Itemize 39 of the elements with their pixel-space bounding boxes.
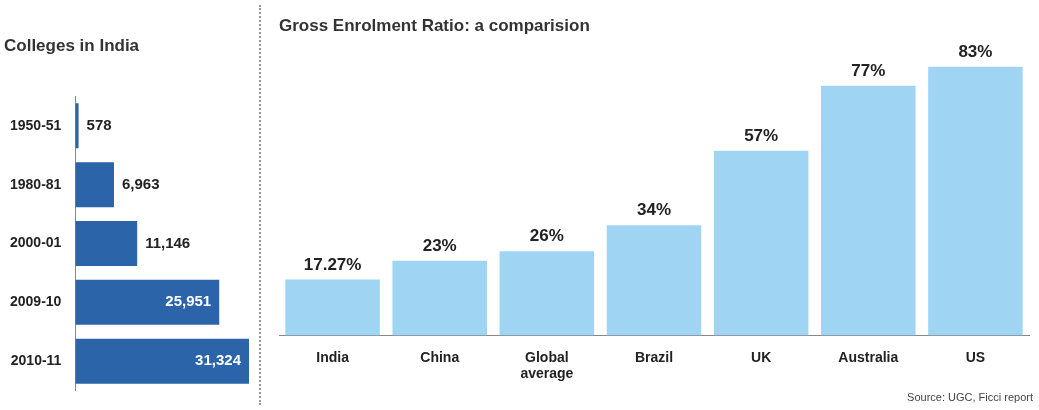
x-tick-label: Australia — [838, 348, 899, 365]
data-label: 11,146 — [145, 233, 191, 251]
data-label: 57% — [744, 125, 779, 145]
data-label: 77% — [851, 61, 886, 81]
x-tick-label: India — [316, 348, 350, 365]
x-tick-label: UK — [751, 348, 772, 365]
bar — [821, 85, 916, 336]
data-label: 31,324 — [195, 351, 242, 369]
bar — [285, 279, 380, 336]
bar — [75, 279, 220, 325]
bar — [928, 66, 1023, 336]
chart-title: Gross Enrolment Ratio: a comparision — [279, 15, 590, 35]
chart-title: Colleges in India — [4, 35, 140, 55]
data-label: 34% — [636, 200, 672, 220]
data-label: 17.27% — [303, 254, 362, 274]
bar — [499, 251, 595, 336]
bar — [392, 260, 487, 336]
x-tick-label: China — [420, 348, 460, 365]
y-tick-label: 2000-01 — [9, 234, 62, 251]
bar — [75, 220, 138, 267]
bar — [75, 338, 249, 384]
x-tick-label: Global average — [520, 348, 574, 382]
y-tick-label: 1950-51 — [9, 116, 62, 133]
bar — [75, 103, 79, 149]
source-note: Source: UGC, Ficci report — [907, 390, 1033, 403]
data-label: 6,963 — [121, 174, 160, 192]
y-tick-label: 2009-10 — [9, 293, 62, 310]
y-tick-label: 2010-11 — [10, 352, 62, 369]
data-label: 25,951 — [165, 292, 212, 310]
bar — [713, 150, 809, 336]
data-label: 26% — [529, 226, 564, 246]
x-tick-label: US — [965, 348, 986, 365]
bar — [606, 225, 702, 336]
bar — [75, 162, 114, 208]
data-label: 23% — [422, 236, 457, 256]
y-tick-label: 1980-81 — [9, 175, 62, 192]
data-label: 578 — [86, 115, 112, 133]
x-tick-label: Brazil — [634, 348, 674, 365]
data-label: 83% — [958, 41, 993, 61]
